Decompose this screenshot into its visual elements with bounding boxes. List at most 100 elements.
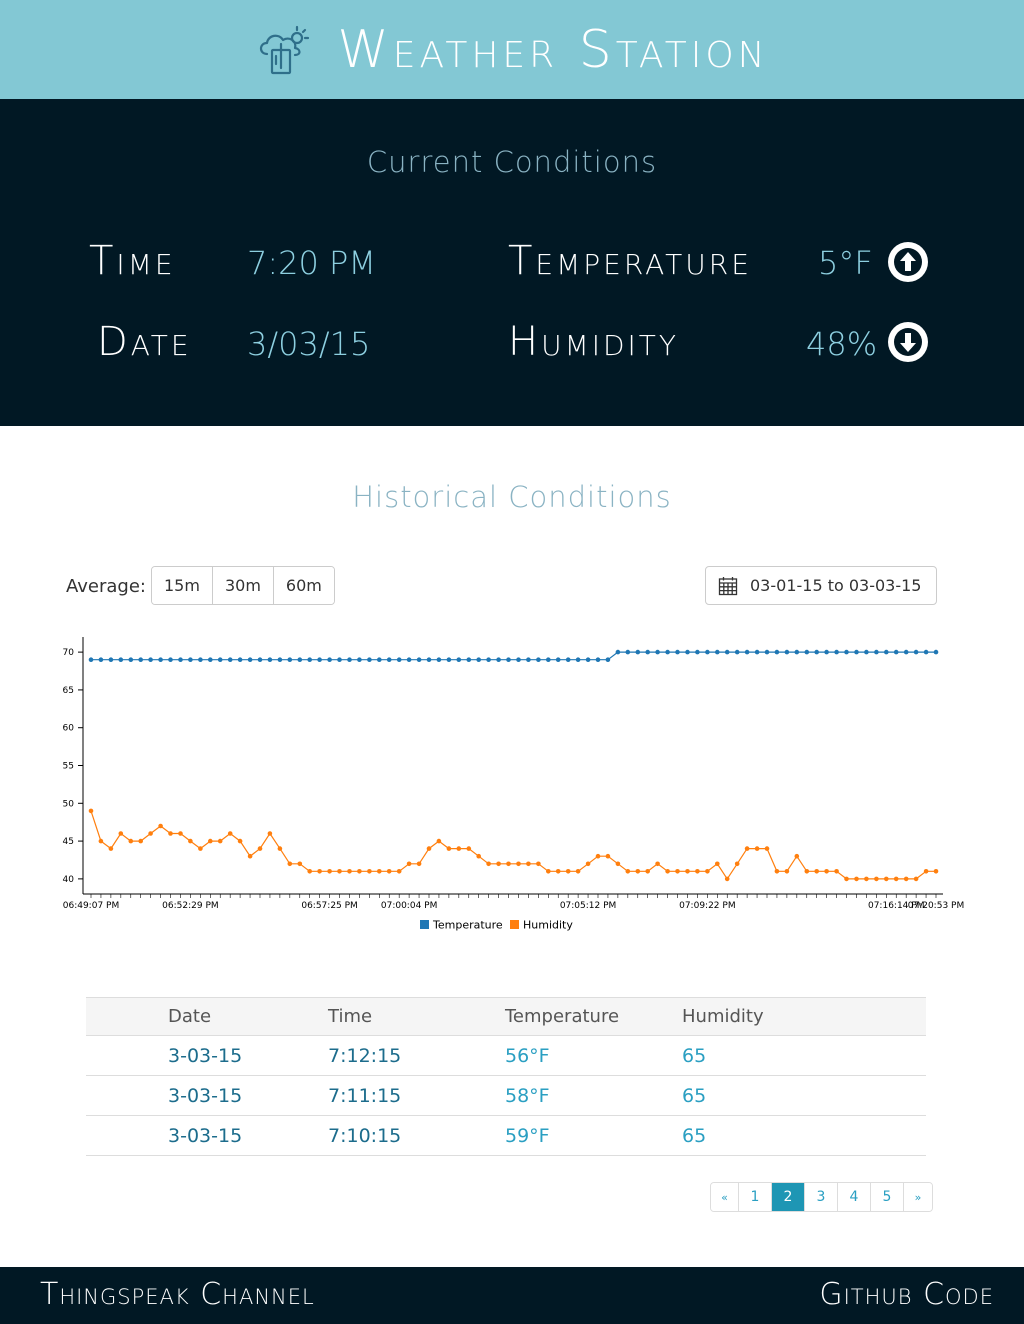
data-point — [615, 649, 621, 655]
data-point — [247, 853, 253, 859]
data-point — [913, 649, 919, 655]
data-point — [784, 869, 790, 874]
data-point — [217, 657, 223, 662]
average-60m-button[interactable]: 60m — [273, 567, 334, 604]
data-point — [565, 657, 571, 662]
data-point — [655, 649, 660, 655]
data-point — [565, 869, 571, 874]
series-line-humidity — [90, 810, 936, 880]
data-point — [297, 861, 303, 867]
y-tick-label: 70 — [63, 648, 75, 658]
legend-temperature-label: Temperature — [432, 919, 503, 932]
data-point — [237, 657, 243, 662]
data-point — [575, 869, 581, 874]
data-point — [367, 869, 372, 874]
data-point — [386, 657, 392, 662]
data-point — [665, 649, 670, 655]
data-point — [705, 869, 710, 874]
data-point — [526, 861, 531, 867]
pagination-page-2[interactable]: 2 — [772, 1183, 805, 1211]
data-point — [237, 838, 243, 844]
app-title: Weather Station — [337, 19, 769, 80]
data-point — [217, 838, 223, 844]
data-point — [138, 838, 143, 844]
data-point — [327, 657, 332, 662]
header-inner: Weather Station — [0, 0, 1024, 99]
data-point — [635, 649, 641, 655]
data-point — [357, 869, 362, 874]
data-point — [158, 823, 163, 829]
data-point — [466, 657, 472, 662]
data-point — [188, 657, 193, 662]
data-point — [774, 869, 780, 874]
pagination-page-5[interactable]: 5 — [871, 1183, 904, 1211]
thingspeak-channel-link[interactable]: Thingspeak Channel — [40, 1277, 315, 1312]
data-point — [347, 657, 352, 662]
data-point — [685, 649, 690, 655]
average-30m-button[interactable]: 30m — [212, 567, 274, 604]
cell-time: 7:11:15 — [328, 1075, 505, 1116]
pagination-next-button[interactable]: » — [904, 1183, 932, 1211]
data-point — [277, 846, 283, 851]
data-point — [227, 831, 233, 836]
data-point — [227, 657, 233, 662]
x-tick-label: 06:49:07 PM — [63, 901, 119, 911]
pagination-page-4[interactable]: 4 — [838, 1183, 871, 1211]
data-point — [416, 861, 422, 867]
data-point — [257, 846, 263, 851]
data-point — [605, 853, 611, 859]
legend-temperature-swatch — [420, 920, 429, 929]
data-point — [804, 649, 810, 655]
data-point — [834, 649, 839, 655]
average-15m-button[interactable]: 15m — [152, 567, 213, 604]
data-point — [208, 657, 213, 662]
data-point — [456, 657, 462, 662]
historical-conditions-title: Historical Conditions — [352, 480, 672, 514]
data-point — [794, 649, 800, 655]
data-point — [138, 657, 143, 662]
data-point — [575, 657, 581, 662]
data-point — [695, 649, 700, 655]
data-point — [774, 649, 780, 655]
data-point — [844, 876, 849, 882]
data-point — [337, 869, 342, 874]
header-time: Time — [328, 997, 505, 1036]
data-point — [754, 649, 760, 655]
temperature-value: 5°F — [818, 244, 873, 282]
date-range-picker[interactable]: 03-01-15 to 03-03-15 — [705, 566, 937, 605]
series-line-temperature — [91, 651, 936, 661]
x-tick-label: 07:05:12 PM — [560, 901, 616, 911]
data-point — [98, 838, 104, 844]
data-point — [585, 861, 591, 867]
cell-humidity: 65 — [682, 1075, 926, 1116]
data-point — [188, 838, 193, 844]
header-temperature: Temperature — [505, 997, 682, 1036]
data-point — [555, 657, 561, 662]
data-point — [476, 853, 482, 859]
data-point — [854, 876, 859, 882]
history-table: Date Time Temperature Humidity 3-03-15 7… — [86, 997, 926, 1156]
pagination-page-3[interactable]: 3 — [805, 1183, 838, 1211]
data-point — [625, 649, 631, 655]
pagination-prev-button[interactable]: « — [711, 1183, 739, 1211]
data-point — [406, 657, 412, 662]
y-tick-label: 55 — [63, 762, 74, 772]
data-point — [546, 657, 551, 662]
data-point — [546, 869, 551, 874]
data-point — [267, 831, 273, 836]
humidity-label: Humidity — [508, 319, 680, 365]
table-header-row: Date Time Temperature Humidity — [86, 997, 926, 1036]
data-point — [824, 869, 829, 874]
data-point — [675, 649, 680, 655]
cell-date: 3-03-15 — [86, 1115, 328, 1156]
data-point — [625, 869, 631, 874]
data-point — [724, 649, 730, 655]
y-tick-label: 50 — [63, 799, 75, 809]
pagination-page-1[interactable]: 1 — [739, 1183, 772, 1211]
cell-date: 3-03-15 — [86, 1035, 328, 1076]
data-point — [396, 657, 402, 662]
y-tick-label: 45 — [63, 837, 74, 847]
data-point — [903, 876, 909, 882]
data-point — [486, 861, 491, 867]
github-code-link[interactable]: Github Code — [819, 1277, 994, 1312]
